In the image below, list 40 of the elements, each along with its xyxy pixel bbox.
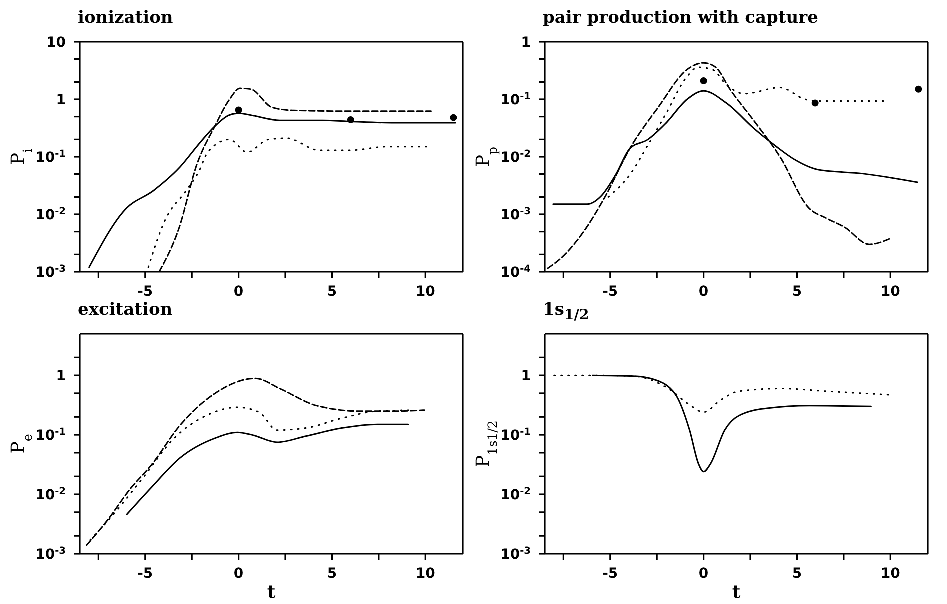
x-tick-label: 10 — [416, 566, 436, 582]
x-tick-label: 0 — [234, 284, 244, 300]
x-tick-label: 5 — [792, 566, 802, 582]
y-tick-label: 10$^{-1}$ — [36, 148, 66, 166]
chart-title: 1s$_{1/2}$ — [543, 300, 590, 324]
chart-title: ionization — [78, 8, 174, 28]
chart-title: excitation — [78, 300, 173, 320]
x-tick-label: -5 — [602, 284, 618, 300]
x-axis-title: t — [267, 582, 276, 603]
y-tick-label: 1 — [56, 368, 66, 385]
x-tick-label: 10 — [416, 284, 436, 300]
x-tick-label: 10 — [880, 284, 901, 300]
y-tick-label: 10$^{-3}$ — [36, 546, 66, 563]
y-tick-label: 10$^{-3}$ — [36, 264, 66, 281]
y-tick-label: 10$^{-3}$ — [500, 546, 532, 563]
y-tick-label: 10$^{-2}$ — [36, 206, 66, 224]
x-tick-label: 0 — [698, 566, 709, 582]
x-tick-label: -5 — [138, 566, 154, 582]
y-tick-label: 1 — [521, 368, 531, 385]
chart-title: pair production with capture — [543, 8, 818, 28]
x-tick-label: 0 — [698, 284, 709, 300]
y-tick-label: 10$^{-1}$ — [36, 426, 66, 444]
y-tick-label: 10$^{-1}$ — [500, 426, 532, 444]
y-tick-label: 10 — [46, 35, 66, 51]
x-tick-label: -5 — [138, 284, 154, 300]
y-tick-label: 10$^{-2}$ — [500, 486, 531, 504]
y-tick-label: 10$^{-2}$ — [36, 486, 66, 504]
y-tick-label: 10$^{-1}$ — [500, 91, 532, 108]
x-tick-label: 10 — [880, 566, 901, 582]
x-tick-label: 5 — [327, 566, 338, 582]
x-tick-label: 5 — [327, 284, 338, 300]
x-tick-label: 5 — [792, 284, 802, 300]
x-axis-title: t — [732, 582, 742, 603]
y-tick-label: 10$^{-2}$ — [500, 148, 531, 166]
y-tick-label: 10$^{-4}$ — [500, 264, 532, 281]
x-tick-label: -5 — [602, 566, 618, 582]
x-tick-label: 0 — [234, 566, 244, 582]
y-tick-label: 1 — [521, 35, 531, 51]
y-tick-label: 1 — [56, 92, 66, 108]
y-tick-label: 10$^{-3}$ — [500, 206, 532, 224]
